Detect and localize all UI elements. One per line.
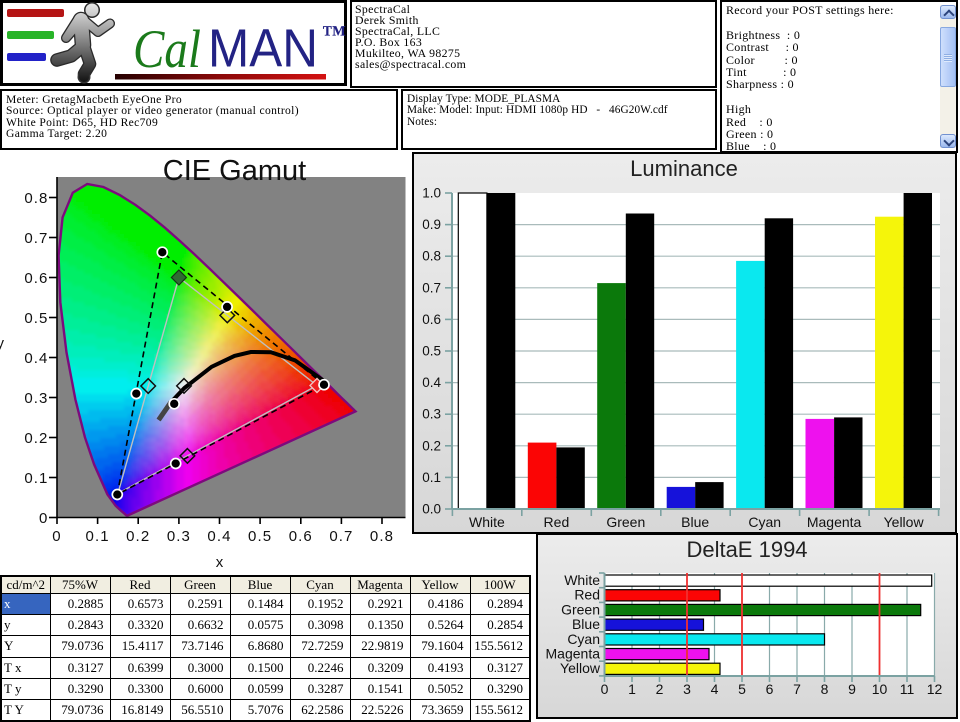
svg-text:6: 6 [766, 681, 774, 697]
svg-text:0.7: 0.7 [422, 280, 441, 295]
svg-text:0.9: 0.9 [422, 217, 441, 232]
svg-text:0.2: 0.2 [24, 430, 48, 447]
svg-text:y: y [0, 335, 5, 352]
svg-text:Luminance: Luminance [630, 156, 738, 181]
svg-text:0.8: 0.8 [422, 249, 441, 264]
svg-text:Blue: Blue [572, 616, 600, 632]
svg-text:5: 5 [738, 681, 746, 697]
svg-text:MAN: MAN [208, 19, 318, 79]
svg-text:0.8: 0.8 [370, 528, 394, 545]
svg-text:7: 7 [793, 681, 801, 697]
svg-text:10: 10 [872, 681, 888, 697]
svg-text:0.2: 0.2 [422, 438, 441, 453]
svg-text:0.1: 0.1 [86, 528, 110, 545]
svg-text:0.5: 0.5 [24, 310, 48, 327]
svg-text:DeltaE 1994: DeltaE 1994 [686, 537, 807, 562]
svg-text:3: 3 [683, 681, 691, 697]
svg-text:0.2: 0.2 [126, 528, 150, 545]
svg-text:Magenta: Magenta [546, 646, 601, 662]
svg-text:™: ™ [322, 22, 346, 48]
svg-text:0.7: 0.7 [329, 528, 353, 545]
svg-text:0: 0 [39, 510, 48, 527]
svg-text:1: 1 [628, 681, 636, 697]
svg-text:0.3: 0.3 [422, 407, 441, 422]
svg-text:0.5: 0.5 [248, 528, 272, 545]
svg-text:0.6: 0.6 [24, 270, 48, 287]
svg-text:Cyan: Cyan [748, 514, 781, 530]
svg-text:0.6: 0.6 [289, 528, 313, 545]
svg-text:2: 2 [656, 681, 664, 697]
svg-text:0.6: 0.6 [422, 312, 441, 327]
svg-text:White: White [564, 572, 600, 588]
svg-text:8: 8 [821, 681, 829, 697]
svg-text:White: White [469, 514, 505, 530]
svg-text:Green: Green [606, 514, 645, 530]
svg-text:0.7: 0.7 [24, 230, 48, 247]
svg-text:0: 0 [601, 681, 609, 697]
svg-text:4: 4 [711, 681, 719, 697]
svg-text:0: 0 [52, 528, 61, 545]
svg-text:0.1: 0.1 [24, 470, 48, 487]
svg-text:Magenta: Magenta [807, 514, 862, 530]
svg-text:Green: Green [561, 601, 600, 617]
svg-text:0.1: 0.1 [422, 470, 441, 485]
svg-text:x: x [216, 554, 225, 570]
svg-text:Cyan: Cyan [567, 631, 600, 647]
svg-text:Red: Red [544, 514, 570, 530]
svg-text:Blue: Blue [681, 514, 709, 530]
svg-text:9: 9 [848, 681, 856, 697]
svg-text:Yellow: Yellow [884, 514, 925, 530]
svg-text:Cal: Cal [133, 19, 201, 79]
svg-text:0.3: 0.3 [167, 528, 191, 545]
svg-text:12: 12 [927, 681, 943, 697]
svg-text:Yellow: Yellow [560, 660, 601, 676]
svg-text:0.0: 0.0 [422, 502, 441, 517]
svg-text:0.5: 0.5 [422, 344, 441, 359]
svg-text:0.8: 0.8 [24, 190, 48, 207]
svg-text:11: 11 [900, 681, 915, 697]
svg-text:0.3: 0.3 [24, 390, 48, 407]
svg-text:0.4: 0.4 [24, 350, 48, 367]
svg-text:1.0: 1.0 [422, 186, 441, 201]
svg-text:0.4: 0.4 [207, 528, 231, 545]
svg-text:Red: Red [574, 587, 600, 603]
svg-text:0.4: 0.4 [422, 375, 441, 390]
